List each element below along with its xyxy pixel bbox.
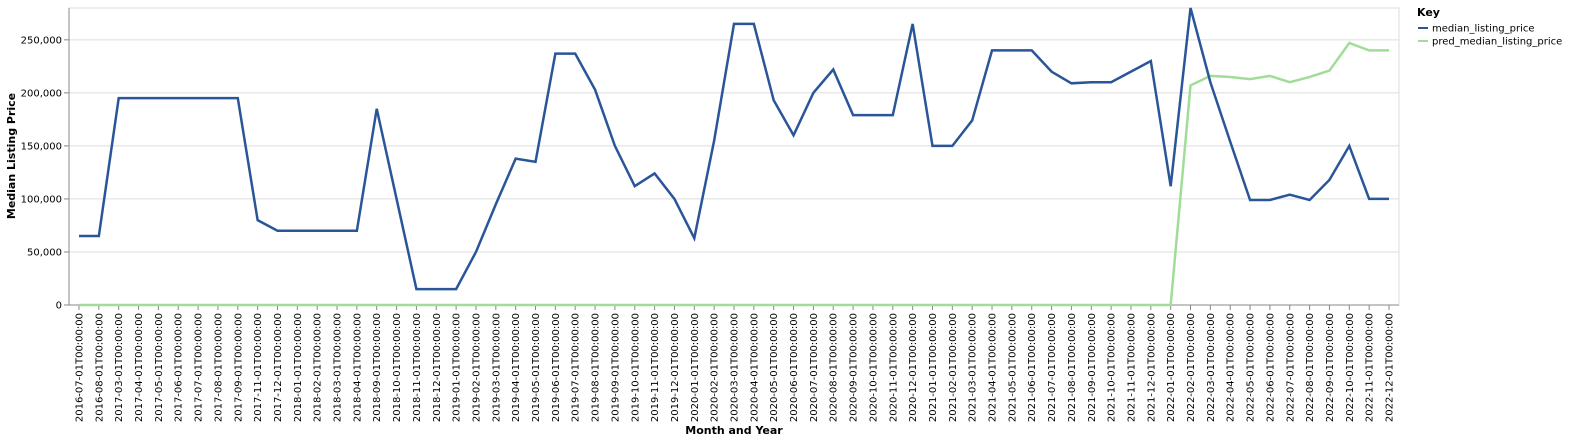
x-tick-label: 2022-08-01T00:00:00	[1305, 313, 1316, 422]
x-tick-label: 2018-12-01T00:00:00	[432, 313, 443, 422]
x-tick-label: 2022-03-01T00:00:00	[1206, 313, 1217, 422]
x-axis: 2016-07-01T00:00:00 2016-08-01T00:00:00 20…	[69, 304, 1399, 422]
series-line-median-listing-price	[79, 7, 1389, 291]
x-tick-label: 2020-04-01T00:00:00	[749, 313, 760, 422]
y-tick-label: 50,000	[27, 247, 62, 258]
x-tick-label: 2019-12-01T00:00:00	[670, 313, 681, 422]
x-tick-label: 2022-05-01T00:00:00	[1246, 313, 1257, 422]
x-tick-label: 2021-12-01T00:00:00	[1146, 313, 1157, 422]
x-tick-label: 2019-01-01T00:00:00	[452, 313, 463, 422]
x-tick-label: 2017-07-01T00:00:00	[194, 313, 205, 422]
x-tick-label: 2020-08-01T00:00:00	[829, 313, 840, 422]
x-tick-label: 2021-11-01T00:00:00	[1126, 313, 1137, 422]
grid-lines	[69, 39, 1399, 306]
x-tick-label: 2021-03-01T00:00:00	[968, 313, 979, 422]
x-tick-label: 2019-08-01T00:00:00	[591, 313, 602, 422]
x-tick-label: 2019-06-01T00:00:00	[551, 313, 562, 422]
y-axis: 0 50,000 100,000 150,000 200,000 250,000	[21, 8, 70, 312]
x-tick-label: 2021-09-01T00:00:00	[1087, 313, 1098, 422]
y-tick-label: 0	[56, 301, 62, 312]
plot-frame	[68, 7, 1400, 306]
y-tick-label: 250,000	[21, 35, 62, 46]
x-tick-label: 2019-10-01T00:00:00	[630, 313, 641, 422]
x-tick-label: 2021-06-01T00:00:00	[1027, 313, 1038, 422]
x-tick-label: 2018-04-01T00:00:00	[352, 313, 363, 422]
legend: Key median_listing_price pred_median_list…	[1417, 6, 1562, 48]
x-tick-label: 2020-05-01T00:00:00	[769, 313, 780, 422]
x-tick-label: 2019-05-01T00:00:00	[531, 313, 542, 422]
x-tick-label: 2018-02-01T00:00:00	[313, 313, 324, 422]
x-tick-label: 2021-04-01T00:00:00	[988, 313, 999, 422]
x-tick-label: 2022-07-01T00:00:00	[1285, 313, 1296, 422]
x-tick-label: 2018-09-01T00:00:00	[372, 313, 383, 422]
x-tick-label: 2017-06-01T00:00:00	[174, 313, 185, 422]
x-tick-label: 2018-01-01T00:00:00	[293, 313, 304, 422]
x-tick-label: 2017-11-01T00:00:00	[253, 313, 264, 422]
x-tick-label: 2019-03-01T00:00:00	[491, 313, 502, 422]
x-tick-label: 2021-05-01T00:00:00	[1007, 313, 1018, 422]
x-tick-label: 2016-07-01T00:00:00	[75, 313, 86, 422]
x-tick-label: 2020-10-01T00:00:00	[868, 313, 879, 422]
series-lines	[79, 7, 1389, 307]
x-tick-label: 2019-04-01T00:00:00	[511, 313, 522, 422]
legend-label: median_listing_price	[1432, 24, 1535, 35]
y-tick-label: 150,000	[21, 141, 62, 152]
x-tick-label: 2019-11-01T00:00:00	[650, 313, 661, 422]
x-tick-label: 2017-12-01T00:00:00	[273, 313, 284, 422]
x-tick-label: 2020-02-01T00:00:00	[710, 313, 721, 422]
x-tick-label: 2017-03-01T00:00:00	[114, 313, 125, 422]
x-tick-label: 2019-02-01T00:00:00	[471, 313, 482, 422]
x-tick-label: 2022-12-01T00:00:00	[1385, 313, 1396, 422]
x-tick-label: 2022-09-01T00:00:00	[1325, 313, 1336, 422]
x-tick-label: 2022-11-01T00:00:00	[1365, 313, 1376, 422]
x-tick-label: 2019-07-01T00:00:00	[571, 313, 582, 422]
x-tick-label: 2021-02-01T00:00:00	[948, 313, 959, 422]
x-tick-label: 2020-06-01T00:00:00	[789, 313, 800, 422]
x-tick-label: 2022-02-01T00:00:00	[1186, 313, 1197, 422]
x-tick-label: 2022-06-01T00:00:00	[1265, 313, 1276, 422]
x-tick-label: 2021-10-01T00:00:00	[1107, 313, 1118, 422]
x-tick-label: 2021-01-01T00:00:00	[928, 313, 939, 422]
x-tick-label: 2020-09-01T00:00:00	[849, 313, 860, 422]
legend-label: pred_median_listing_price	[1432, 37, 1562, 48]
x-tick-label: 2018-11-01T00:00:00	[412, 313, 423, 422]
x-tick-label: 2016-08-01T00:00:00	[94, 313, 105, 422]
x-tick-label: 2020-07-01T00:00:00	[809, 313, 820, 422]
x-tick-label: 2018-10-01T00:00:00	[392, 313, 403, 422]
x-tick-label: 2017-08-01T00:00:00	[213, 313, 224, 422]
x-tick-label: 2022-04-01T00:00:00	[1226, 313, 1237, 422]
x-tick-label: 2022-10-01T00:00:00	[1345, 313, 1356, 422]
x-tick-label: 2020-01-01T00:00:00	[690, 313, 701, 422]
x-tick-label: 2017-09-01T00:00:00	[233, 313, 244, 422]
series-line-pred-median-listing-price	[79, 41, 1389, 307]
x-tick-label: 2022-01-01T00:00:00	[1166, 313, 1177, 422]
x-axis-title: Month and Year	[685, 424, 783, 437]
y-tick-label: 100,000	[21, 194, 62, 205]
x-tick-label: 2020-11-01T00:00:00	[888, 313, 899, 422]
x-tick-label: 2019-09-01T00:00:00	[610, 313, 621, 422]
x-tick-label: 2020-03-01T00:00:00	[730, 313, 741, 422]
y-tick-label: 200,000	[21, 88, 62, 99]
x-tick-label: 2017-04-01T00:00:00	[134, 313, 145, 422]
x-tick-label: 2018-03-01T00:00:00	[333, 313, 344, 422]
x-tick-label: 2021-08-01T00:00:00	[1067, 313, 1078, 422]
x-tick-label: 2017-05-01T00:00:00	[154, 313, 165, 422]
y-axis-title: Median Listing Price	[5, 93, 18, 219]
x-tick-label: 2020-12-01T00:00:00	[908, 313, 919, 422]
legend-title: Key	[1417, 6, 1440, 19]
x-tick-label: 2021-07-01T00:00:00	[1047, 313, 1058, 422]
